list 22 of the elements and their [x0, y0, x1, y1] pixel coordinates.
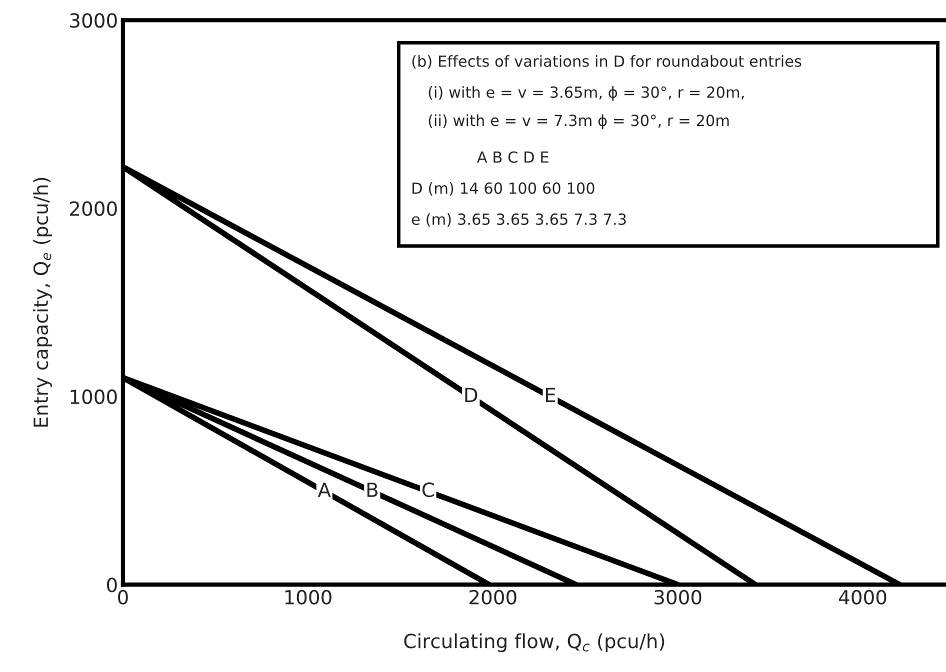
- annotation: (i) with e = v = 3.65m, ϕ = 30°, r = 20m,: [428, 86, 744, 101]
- annotation: e (m) 3.65 3.65 3.65 7.3 7.3: [412, 213, 626, 227]
- x-tick-label: 4000: [838, 590, 886, 605]
- y-tick-label: 1000: [70, 389, 117, 404]
- y-tick-label: 0: [107, 578, 117, 592]
- x-tick-label: 2000: [470, 590, 516, 605]
- series-label: B: [367, 482, 378, 497]
- y-tick-label: 3000: [70, 13, 117, 28]
- y-axis-title: Entry capacity, Q$_{e}$ (pcu/h): [33, 178, 52, 427]
- series-label: E: [546, 388, 556, 402]
- series-label: C: [422, 482, 434, 498]
- annotation: (b) Effects of variations in D for roundabout entries: [412, 55, 802, 69]
- series-label: A: [318, 482, 331, 497]
- annotation: D (m) 14 60 100 60 100: [412, 182, 594, 196]
- x-axis-title: Circulating flow, Q$_{c}$ (pcu/h): [404, 633, 664, 652]
- x-tick-label: 0: [118, 590, 128, 605]
- y-tick-label: 2000: [70, 201, 117, 216]
- annotation: A B C D E: [477, 151, 548, 163]
- x-tick-label: 3000: [654, 590, 702, 605]
- series-label: D: [465, 388, 478, 402]
- x-tick-label: 1000: [285, 590, 332, 605]
- annotation: (ii) with e = v = 7.3m ϕ = 30°, r = 20m: [428, 114, 729, 130]
